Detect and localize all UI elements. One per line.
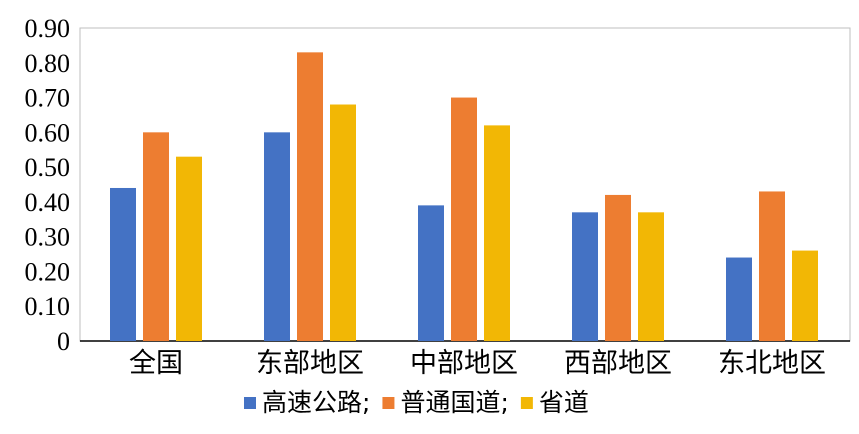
y-tick-label: 0.90	[25, 14, 71, 43]
legend-label: 省道	[539, 388, 589, 417]
bar-series-2	[176, 156, 202, 341]
bar-series-2	[638, 212, 664, 341]
legend-swatch-0	[244, 397, 256, 409]
bar-series-2	[484, 125, 510, 341]
bar-series-0	[110, 187, 136, 341]
legend-label: 高速公路;	[262, 388, 370, 417]
bar-series-1	[451, 97, 477, 341]
legend-swatch-1	[382, 397, 395, 409]
y-tick-label: 0.60	[25, 118, 71, 147]
category-label: 东北地区	[718, 348, 826, 379]
bar-series-0	[418, 205, 444, 341]
bar-series-1	[759, 191, 785, 341]
bar-series-0	[572, 212, 598, 341]
y-tick-label: 0.70	[25, 84, 71, 113]
y-tick-label: 0.40	[25, 188, 71, 217]
bar-series-0	[726, 257, 752, 341]
bar-series-1	[297, 52, 323, 341]
bar-series-2	[330, 104, 356, 341]
category-label: 中部地区	[410, 348, 518, 379]
category-label: 东部地区	[256, 348, 364, 379]
bar-series-0	[264, 132, 290, 341]
legend-swatch-2	[520, 397, 533, 409]
y-tick-label: 0.50	[25, 153, 71, 182]
plot-area: 0 0.10 0.20 0.30 0.40 0.50 0.60 0.70 0.80 0.90 全国 东…	[25, 14, 851, 417]
y-tick-label: 0.10	[25, 292, 71, 321]
bar-series-1	[143, 132, 169, 341]
category-label: 全国	[129, 348, 183, 379]
category-label: 西部地区	[564, 348, 672, 379]
bar-series-1	[605, 194, 631, 341]
bar-series-2	[792, 250, 818, 341]
y-tick-label: 0.20	[25, 257, 71, 286]
y-tick-label: 0.30	[25, 223, 71, 252]
y-tick-label: 0.80	[25, 49, 71, 78]
legend-label: 普通国道;	[400, 388, 508, 417]
y-tick-label: 0	[57, 327, 70, 356]
